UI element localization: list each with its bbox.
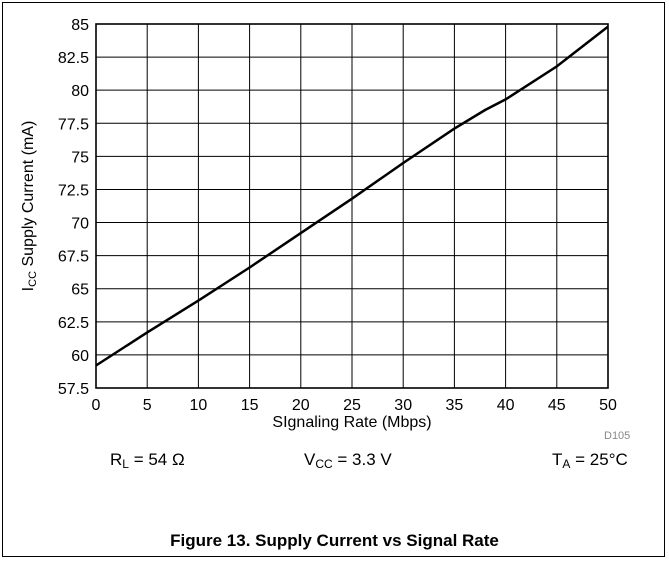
y-tick-labels: 57.5 60 62.5 65 67.5 70 72.5 75 77.5 80 82.5 85 bbox=[58, 17, 89, 398]
y-tick-label: 80 bbox=[71, 83, 89, 100]
y-tick-label: 77.5 bbox=[58, 116, 89, 133]
y-tick-label: 72.5 bbox=[58, 182, 89, 199]
figure-ref-code: D105 bbox=[604, 430, 631, 442]
chart-grid bbox=[95, 23, 609, 389]
x-tick-label: 5 bbox=[143, 397, 152, 414]
x-tick-label: 25 bbox=[343, 397, 361, 414]
y-tick-label: 57.5 bbox=[58, 381, 89, 398]
y-tick-label: 70 bbox=[71, 216, 89, 233]
x-tick-label: 0 bbox=[92, 397, 101, 414]
x-tick-label: 35 bbox=[446, 397, 464, 414]
x-tick-label: 50 bbox=[599, 397, 617, 414]
x-tick-label: 40 bbox=[497, 397, 515, 414]
y-tick-label: 85 bbox=[71, 17, 89, 34]
series-line bbox=[95, 25, 609, 367]
x-tick-label: 45 bbox=[548, 397, 566, 414]
y-tick-label: 75 bbox=[71, 149, 89, 166]
x-axis-label: SIgnaling Rate (Mbps) bbox=[272, 414, 431, 431]
y-tick-label: 82.5 bbox=[58, 50, 89, 67]
condition-ta: TA = 25°C bbox=[552, 450, 628, 471]
x-tick-label: 20 bbox=[292, 397, 310, 414]
x-tick-labels: 0 5 10 15 20 25 30 35 40 45 50 bbox=[92, 397, 617, 414]
condition-rl: RL = 54 Ω bbox=[110, 450, 185, 471]
figure-caption: Figure 13. Supply Current vs Signal Rate bbox=[170, 531, 499, 550]
y-tick-label: 65 bbox=[71, 282, 89, 299]
y-tick-label: 67.5 bbox=[58, 249, 89, 266]
condition-vcc: VCC = 3.3 V bbox=[304, 450, 392, 471]
x-tick-label: 30 bbox=[394, 397, 412, 414]
y-tick-label: 60 bbox=[71, 348, 89, 365]
y-tick-label: 62.5 bbox=[58, 315, 89, 332]
x-tick-label: 15 bbox=[241, 397, 259, 414]
x-tick-label: 10 bbox=[190, 397, 208, 414]
plot-area bbox=[95, 23, 609, 389]
y-axis-label: ICC Supply Current (mA) bbox=[20, 121, 39, 292]
